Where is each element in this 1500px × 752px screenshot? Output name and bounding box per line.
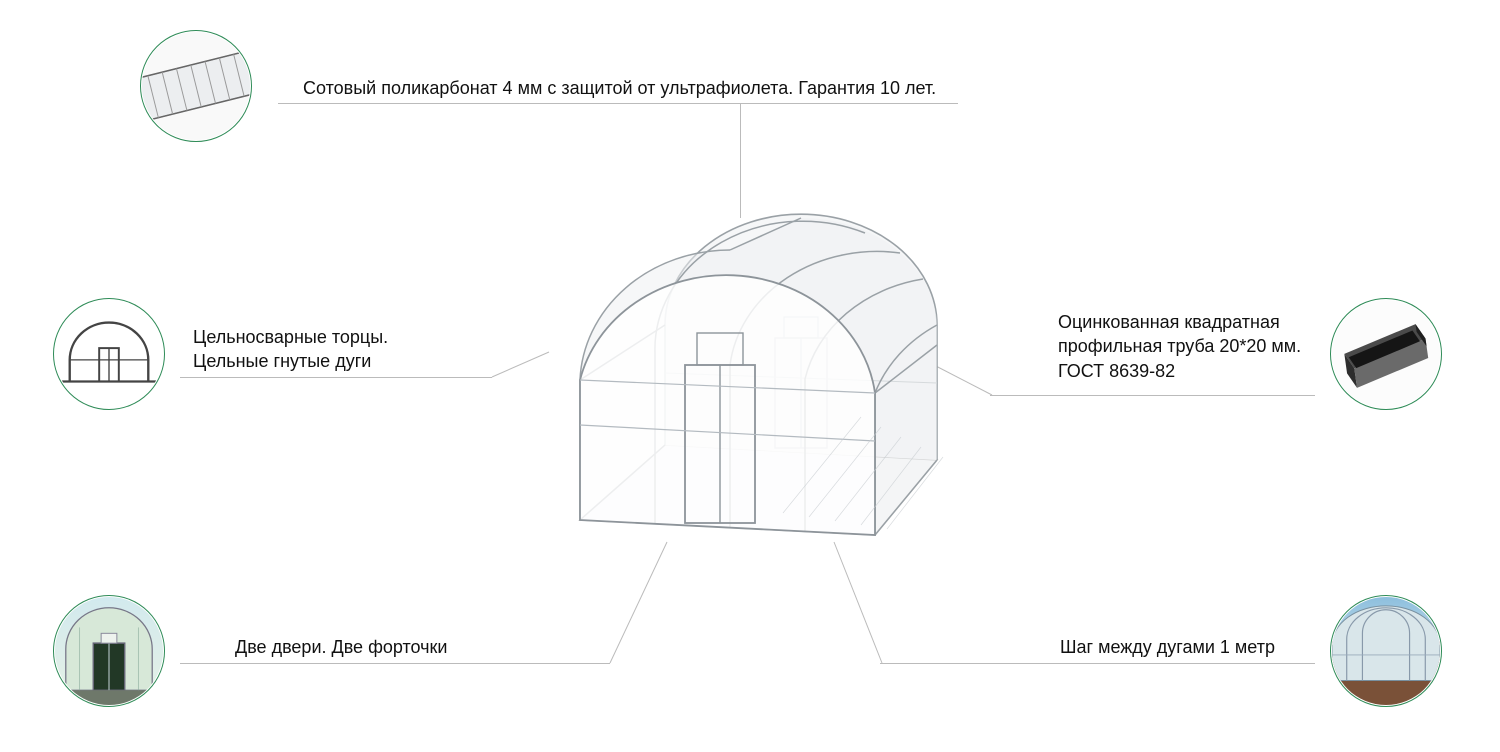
leader-botright-diag [830,540,890,668]
feature-circle-arc-spacing [1330,595,1442,707]
greenhouse-illustration [505,205,955,550]
leader-top-h [278,103,958,104]
welded-end-icon [54,299,164,409]
doors-photo-icon [54,596,164,706]
feature-circle-welded-ends [53,298,165,410]
infographic-canvas: Сотовый поликарбонат 4 мм с защитой от у… [0,0,1500,752]
feature-label-welded-ends: Цельносварные торцы. Цельные гнутые дуги [193,325,388,374]
leader-botright-h [880,663,1315,664]
leader-midright-h [990,395,1315,396]
greenhouse-3d-icon [505,205,955,550]
feature-label-polycarbonate: Сотовый поликарбонат 4 мм с защитой от у… [303,76,936,100]
square-tube-icon [1331,299,1441,409]
leader-midleft-h [180,377,492,378]
arc-spacing-photo-icon [1331,596,1441,706]
feature-circle-doors [53,595,165,707]
feature-circle-polycarbonate [140,30,252,142]
leader-top-v [740,103,741,218]
leader-botleft-h [180,663,610,664]
feature-circle-square-tube [1330,298,1442,410]
feature-label-doors: Две двери. Две форточки [235,635,447,659]
feature-label-arc-spacing: Шаг между дугами 1 метр [1060,635,1275,659]
feature-label-square-tube: Оцинкованная квадратная профильная труба… [1058,310,1318,383]
leader-botleft-diag [609,540,669,668]
polycarbonate-panel-icon [141,31,251,141]
